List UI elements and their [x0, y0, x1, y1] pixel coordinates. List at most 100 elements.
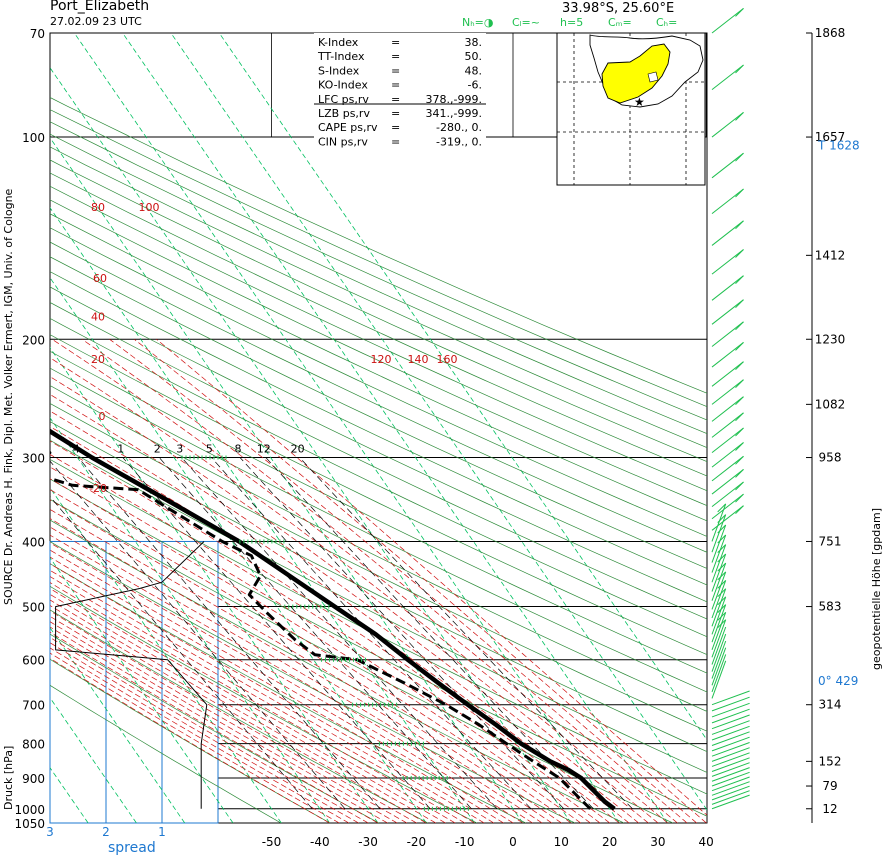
dry-adiabat-480: [50, 199, 707, 507]
datetime-label: 27.02.09 23 UTC: [50, 15, 142, 28]
wind-barb-775: [711, 720, 750, 735]
wind-barb-130: [711, 188, 744, 214]
height-label-1868: 1868: [815, 26, 846, 40]
index-eq-6: =: [391, 121, 400, 134]
height-label-583: 583: [819, 600, 842, 614]
pressure-label-900: 900: [22, 772, 45, 786]
moist-adiabat--18: [50, 599, 437, 823]
wind-barb-505: [711, 571, 727, 610]
wind-barb-flag-595: [717, 619, 727, 629]
station-title: Port_Elizabeth: [50, 0, 149, 14]
source-label: SOURCE Dr. Andreas H. Fink, Dipl. Met. V…: [2, 188, 15, 605]
wind-barb-flag-175: [735, 275, 744, 285]
height-label-751: 751: [819, 534, 842, 548]
cloud-legend: Nₕ=◑ Cₗ=~ h=5 Cₘ= Cₕ=: [462, 16, 677, 29]
wind-barb-835: [711, 742, 750, 757]
coords-label: 33.98°S, 25.60°E: [562, 1, 674, 16]
dry-adiabat-220: [50, 684, 282, 823]
wind-barb-145: [711, 220, 744, 246]
wind-barb-flag-205: [735, 321, 744, 331]
index-value-2: 48.: [465, 64, 483, 77]
wind-barb-flag-235: [735, 361, 744, 371]
moist-adiabat-40: [156, 339, 707, 816]
wind-barb-970: [711, 785, 750, 801]
temp-tick--20: -20: [407, 835, 427, 849]
mixing-ratio-line-1: [50, 460, 346, 810]
wind-barb-670: [711, 654, 727, 693]
index-name-0: K-Index: [318, 36, 359, 49]
mixing-ratio-line-3: [122, 457, 431, 810]
wind-barb-655: [711, 647, 727, 686]
index-value-0: 38.: [465, 36, 483, 49]
mixing-ratio-label-5: 3: [176, 443, 183, 456]
temp-tick-30: 30: [650, 835, 665, 849]
pressure-label-200: 200: [22, 333, 45, 347]
dry-adiabat-400: [50, 317, 707, 638]
wind-barb-flag-460: [717, 544, 727, 553]
wind-barb-flag-250: [735, 379, 744, 389]
wind-barb-flag-325: [735, 455, 744, 465]
wind-barb-flag-400: [717, 503, 727, 513]
temp-tick-0: 0: [509, 835, 517, 849]
moist-adiabat-8: [50, 509, 562, 823]
height-axis-label: geopotentielle Höhe [gpdam]: [870, 508, 883, 670]
wind-barb-flag-385: [735, 505, 744, 515]
legend-h: h=5: [560, 16, 583, 29]
dry-adiabat-label-7: 120: [371, 353, 392, 366]
temp-tick-20: 20: [602, 835, 617, 849]
wind-barb-460: [711, 544, 727, 583]
lesotho-shape: [647, 71, 659, 83]
moist-adiabat-2: [50, 534, 533, 823]
wind-barb-flag-550: [717, 596, 727, 606]
wind-barb-flag-445: [717, 534, 727, 544]
moist-adiabat-4: [50, 526, 543, 823]
moist-adiabat-20: [50, 440, 620, 823]
wind-barb-flag-415: [717, 514, 727, 523]
wind-barb-715: [711, 696, 750, 712]
wind-barb-flag-565: [717, 604, 727, 613]
dry-adiabat-520: [50, 146, 707, 448]
pressure-label-100: 100: [22, 131, 45, 145]
dry-adiabat-450: [50, 241, 707, 553]
height-label-314: 314: [819, 698, 842, 712]
south-africa-shape: [601, 43, 671, 104]
moist-adiabat-38: [134, 339, 707, 823]
moist-adiabat--4: [50, 556, 504, 823]
dry-adiabat-510: [50, 159, 707, 463]
temp-tick--10: -10: [455, 835, 475, 849]
index-value-4: 378.,-999.: [426, 93, 482, 106]
moist-adiabat--22: [50, 610, 417, 823]
wind-barb-160: [711, 249, 744, 275]
index-value-3: -6.: [468, 79, 482, 92]
temp-tick-40: 40: [699, 835, 714, 849]
wind-barb-475: [711, 553, 727, 592]
series-spread: [55, 541, 208, 809]
wind-barb-805: [711, 731, 750, 746]
wind-barb-flag-520: [717, 580, 727, 589]
mixing-ratio-label-8: 12: [257, 443, 271, 456]
pressure-label-600: 600: [22, 654, 45, 668]
dry-adiabat-label-3: 40: [91, 311, 105, 324]
wind-barb-flag-100: [735, 112, 744, 121]
height-label-1657: 1657: [815, 130, 846, 144]
moist-adiabat--12: [50, 582, 466, 823]
isotherm--80: [50, 697, 137, 823]
dry-adiabat-420: [50, 286, 707, 603]
wind-barb-flag-310: [735, 442, 744, 451]
wind-barb-flag-85: [735, 64, 744, 74]
wind-barb-550: [711, 596, 727, 635]
wind-barb-310: [711, 442, 744, 468]
dry-adiabat-270: [50, 563, 527, 823]
height-label-79: 79: [822, 779, 837, 793]
wind-barb-235: [711, 361, 744, 387]
moist-adiabats: [50, 339, 707, 823]
wind-barb-925: [711, 771, 750, 787]
moist-adiabat-10: [50, 499, 572, 823]
dry-adiabat-500: [50, 172, 707, 477]
wind-barb-flag-490: [717, 562, 727, 572]
dry-adiabat-250: [50, 609, 429, 823]
wind-barbs: [181, 8, 750, 811]
dry-adiabat-350: [50, 402, 707, 732]
